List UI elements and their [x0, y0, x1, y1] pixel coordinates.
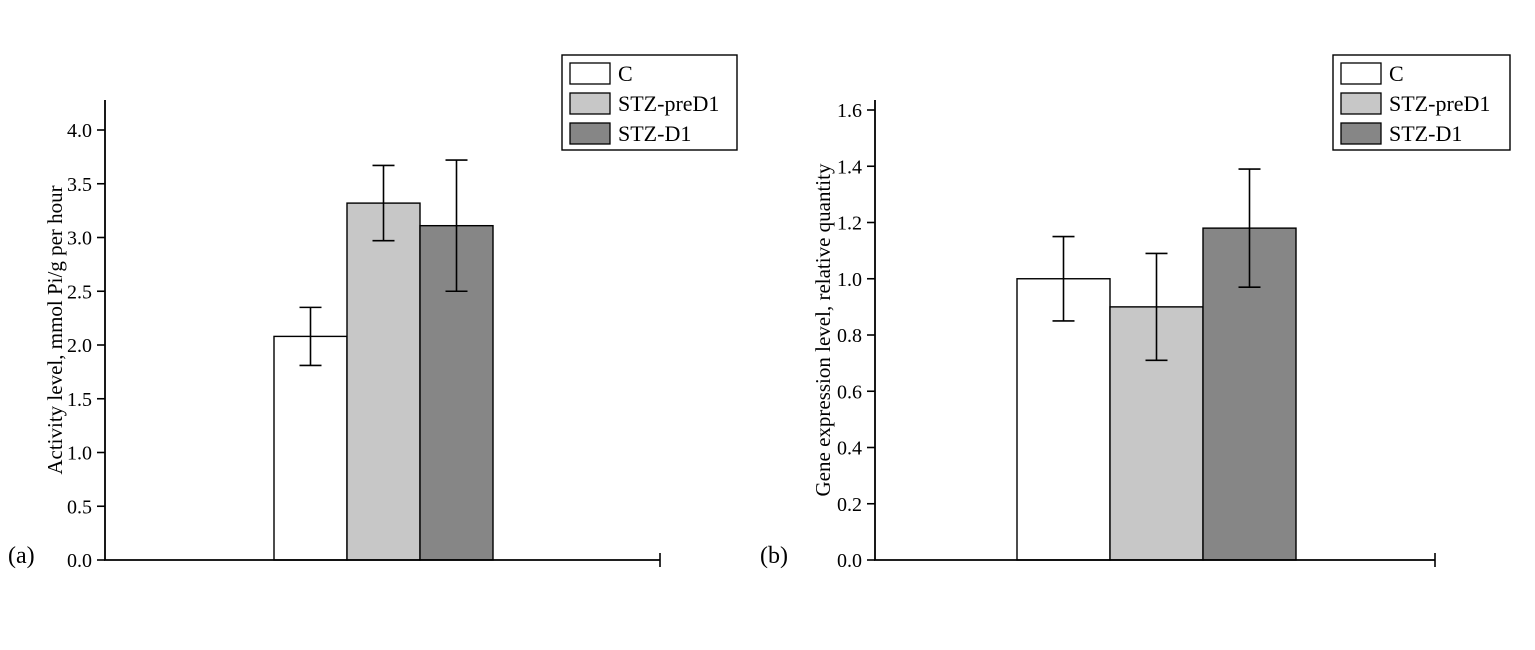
y-tick-label: 1.0 — [837, 269, 862, 291]
legend-swatch-STZ-D1 — [569, 122, 611, 145]
chart-svg-(b): 0.0 0.2 0.4 0.6 0.8 1.0 1.2 1.4 1.6 Gene expressi… — [811, 54, 1511, 572]
chart-panel-b: 0.0 0.2 0.4 0.6 0.8 1.0 1.2 1.4 1.6 Gene expressi… — [745, 0, 1535, 650]
y-tick-label: 1.6 — [837, 100, 862, 122]
y-tick-label: 1.2 — [837, 213, 862, 235]
y-tick-label: 1.5 — [67, 389, 92, 411]
legend-swatch-C — [569, 62, 611, 85]
panel-label-a: (a) — [8, 543, 35, 569]
y-tick-label: 2.0 — [67, 335, 92, 357]
legend-label-STZ-preD1: STZ-preD1 — [618, 91, 719, 116]
y-tick-label: 0.5 — [67, 496, 92, 518]
legend-label-STZ-D1: STZ-D1 — [618, 121, 691, 146]
y-tick-label: 3.0 — [67, 228, 92, 250]
y-tick-label: 0.0 — [837, 550, 862, 572]
y-tick-label: 0.0 — [67, 550, 92, 572]
y-tick-label: 1.0 — [67, 443, 92, 465]
y-tick-label: 0.8 — [837, 325, 862, 347]
legend-swatch-STZ-preD1 — [569, 92, 611, 115]
y-tick-label: 0.2 — [837, 494, 862, 516]
y-axis-label: Gene expression level, relative quantity — [811, 163, 835, 496]
legend-label-C: C — [1389, 61, 1404, 86]
legend-label-STZ-preD1: STZ-preD1 — [1389, 91, 1490, 116]
y-tick-label: 0.4 — [837, 438, 862, 460]
legend-label-C: C — [618, 61, 633, 86]
legend-label-STZ-D1: STZ-D1 — [1389, 121, 1462, 146]
bar-C — [273, 335, 348, 561]
legend-swatch-STZ-preD1 — [1340, 92, 1382, 115]
y-tick-label: 2.5 — [67, 281, 92, 303]
chart-svg-(a): 0.0 0.5 1.0 1.5 2.0 2.5 3.0 3.5 4.0 Activity leve… — [43, 54, 738, 572]
chart-panel-a: 0.0 0.5 1.0 1.5 2.0 2.5 3.0 3.5 4.0 Activity leve… — [0, 0, 745, 650]
legend-swatch-C — [1340, 62, 1382, 85]
y-tick-label: 3.5 — [67, 174, 92, 196]
panel-label-b: (b) — [760, 543, 788, 569]
y-tick-label: 0.6 — [837, 381, 862, 403]
y-tick-label: 4.0 — [67, 120, 92, 142]
bar-STZ-preD1 — [346, 202, 421, 561]
y-tick-label: 1.4 — [837, 156, 862, 178]
y-axis-label: Activity level, mmol Pi/g per hour — [43, 185, 67, 474]
legend-swatch-STZ-D1 — [1340, 122, 1382, 145]
